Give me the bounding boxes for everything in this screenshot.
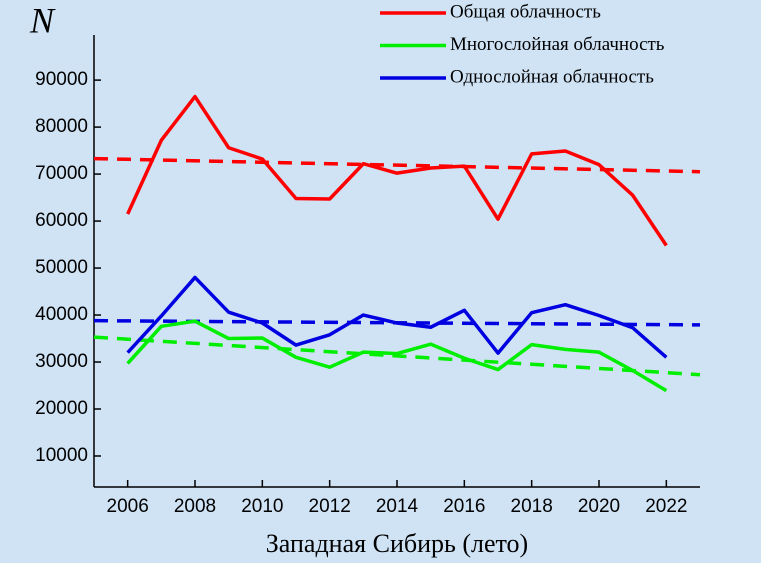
y-tick-label: 80000 [35, 116, 88, 137]
y-tick-label: 30000 [35, 351, 88, 372]
legend-label: Многослойная облачность [450, 34, 665, 55]
trend-line [93, 335, 701, 377]
x-tick-label: 2014 [376, 496, 419, 517]
y-tick-label: 60000 [35, 210, 88, 231]
series-line [126, 319, 668, 393]
x-tick-label: 2022 [645, 496, 687, 517]
y-tick-label: 20000 [35, 398, 88, 419]
x-tick-label: 2010 [241, 496, 283, 517]
trend-line [93, 156, 701, 174]
legend-label: Однослойная облачность [450, 66, 654, 87]
x-tick-label: 2006 [107, 496, 149, 517]
y-axis-label: N [29, 0, 56, 40]
x-axis-label: Западная Сибирь (лето) [266, 529, 528, 558]
x-tick-label: 2018 [511, 496, 553, 517]
series-line [126, 94, 668, 247]
x-tick-label: 2008 [174, 496, 216, 517]
series-line [126, 275, 668, 359]
x-tick-label: 2020 [578, 496, 620, 517]
x-tick-label: 2016 [443, 496, 485, 517]
x-tick-label: 2012 [309, 496, 351, 517]
y-tick-label: 70000 [35, 163, 88, 184]
legend-label: Общая облачность [450, 1, 601, 22]
y-tick-label: 10000 [35, 445, 88, 466]
y-tick-label: 90000 [35, 69, 88, 90]
y-tick-label: 50000 [35, 257, 88, 278]
y-tick-label: 40000 [35, 304, 88, 325]
